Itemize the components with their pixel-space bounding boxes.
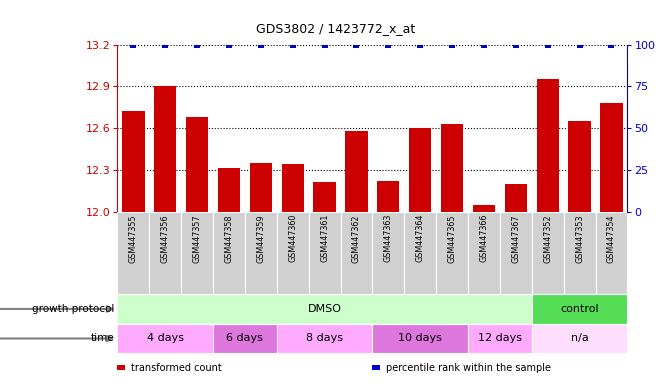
Text: transformed count: transformed count <box>131 362 221 373</box>
Bar <box>404 212 436 294</box>
Text: GSM447362: GSM447362 <box>352 214 361 263</box>
Bar <box>250 163 272 212</box>
Point <box>192 41 203 48</box>
Bar <box>149 212 181 294</box>
Text: 6 days: 6 days <box>227 333 263 344</box>
Bar <box>500 212 531 294</box>
Text: 8 days: 8 days <box>306 333 343 344</box>
Text: GSM447355: GSM447355 <box>129 214 138 263</box>
Bar <box>122 111 144 212</box>
Point <box>128 41 139 48</box>
Text: 4 days: 4 days <box>147 333 184 344</box>
Bar <box>117 324 213 353</box>
Point <box>287 41 298 48</box>
Bar <box>537 79 559 212</box>
Bar <box>213 324 276 353</box>
Text: GSM447364: GSM447364 <box>416 214 425 262</box>
Bar <box>117 294 531 324</box>
Bar <box>531 212 564 294</box>
Point <box>478 41 489 48</box>
Point <box>574 41 585 48</box>
Point <box>447 41 458 48</box>
Text: time: time <box>91 333 114 344</box>
Bar <box>117 212 149 294</box>
Bar <box>245 212 276 294</box>
Text: GSM447365: GSM447365 <box>448 214 456 263</box>
Bar <box>596 212 627 294</box>
Bar <box>340 212 372 294</box>
Text: GSM447352: GSM447352 <box>544 214 552 263</box>
Bar <box>313 182 336 212</box>
Bar <box>377 181 399 212</box>
Bar <box>436 212 468 294</box>
Bar <box>154 86 176 212</box>
Point <box>223 41 234 48</box>
Text: n/a: n/a <box>571 333 588 344</box>
Bar <box>568 121 590 212</box>
Text: GSM447358: GSM447358 <box>225 214 234 263</box>
Text: GDS3802 / 1423772_x_at: GDS3802 / 1423772_x_at <box>256 22 415 35</box>
Text: GSM447357: GSM447357 <box>193 214 201 263</box>
Bar <box>346 131 368 212</box>
Text: 10 days: 10 days <box>399 333 442 344</box>
Point <box>542 41 553 48</box>
Text: 12 days: 12 days <box>478 333 522 344</box>
Text: growth protocol: growth protocol <box>32 304 114 314</box>
Bar <box>276 212 309 294</box>
Text: DMSO: DMSO <box>307 304 342 314</box>
Bar <box>409 128 431 212</box>
Bar <box>601 103 623 212</box>
Text: GSM447356: GSM447356 <box>161 214 170 263</box>
Bar <box>372 324 468 353</box>
Bar <box>282 164 304 212</box>
Bar <box>372 212 404 294</box>
Point <box>415 41 425 48</box>
Bar <box>218 169 240 212</box>
Point <box>319 41 330 48</box>
Bar <box>531 324 627 353</box>
Text: GSM447359: GSM447359 <box>256 214 265 263</box>
Bar <box>441 124 463 212</box>
Bar <box>181 212 213 294</box>
Bar <box>186 117 208 212</box>
Text: percentile rank within the sample: percentile rank within the sample <box>386 362 551 373</box>
Bar <box>276 324 372 353</box>
Bar <box>309 212 340 294</box>
Point <box>511 41 521 48</box>
Point <box>383 41 394 48</box>
Text: control: control <box>560 304 599 314</box>
Point <box>256 41 266 48</box>
Point <box>160 41 170 48</box>
Text: GSM447360: GSM447360 <box>289 214 297 262</box>
Bar <box>564 212 595 294</box>
Bar <box>531 294 627 324</box>
Text: GSM447353: GSM447353 <box>575 214 584 263</box>
Text: GSM447354: GSM447354 <box>607 214 616 263</box>
Text: GSM447363: GSM447363 <box>384 214 393 262</box>
Point <box>351 41 362 48</box>
Text: GSM447367: GSM447367 <box>511 214 520 263</box>
Text: GSM447366: GSM447366 <box>480 214 488 262</box>
Point <box>606 41 617 48</box>
Bar <box>468 212 500 294</box>
Bar <box>505 184 527 212</box>
Text: GSM447361: GSM447361 <box>320 214 329 262</box>
Bar <box>213 212 245 294</box>
Bar <box>468 324 531 353</box>
Bar <box>473 205 495 212</box>
